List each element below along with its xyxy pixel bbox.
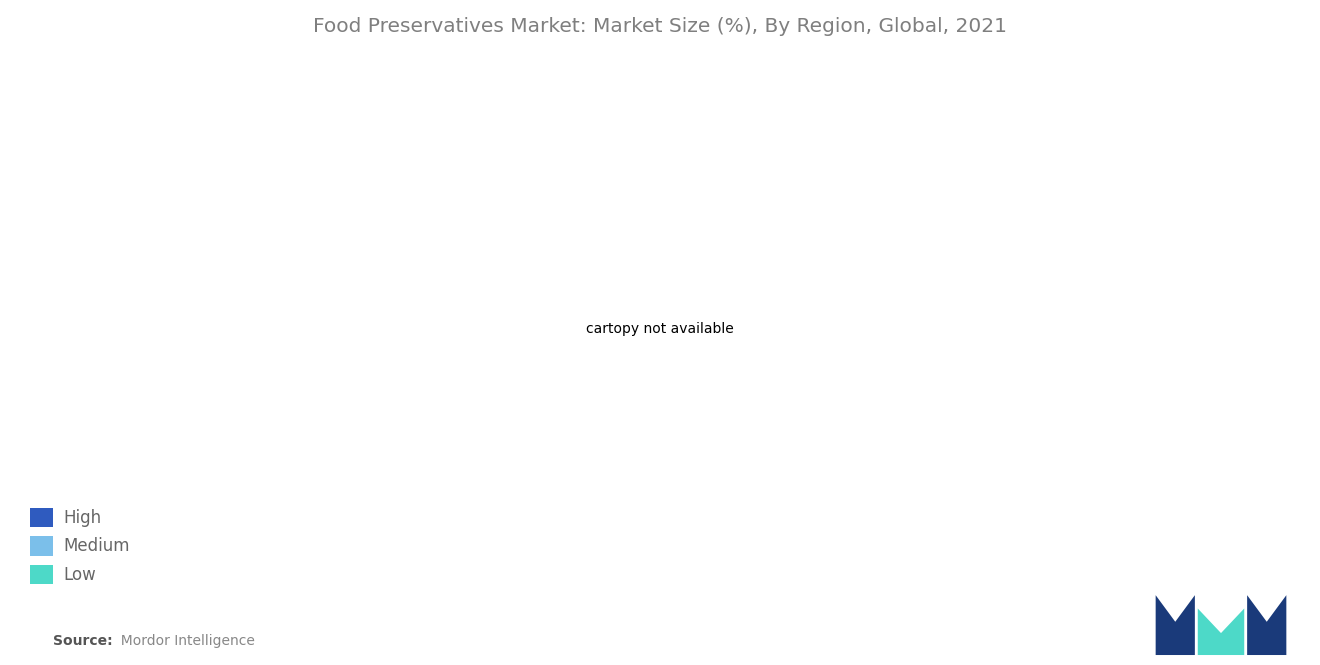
Text: Food Preservatives Market: Market Size (%), By Region, Global, 2021: Food Preservatives Market: Market Size (…: [313, 17, 1007, 36]
Legend: High, Medium, Low: High, Medium, Low: [21, 499, 139, 593]
Polygon shape: [1197, 608, 1245, 655]
Polygon shape: [1247, 595, 1286, 655]
Text: cartopy not available: cartopy not available: [586, 321, 734, 336]
Polygon shape: [1156, 595, 1195, 655]
Text: Source:: Source:: [53, 634, 112, 648]
Text: Mordor Intelligence: Mordor Intelligence: [112, 634, 255, 648]
